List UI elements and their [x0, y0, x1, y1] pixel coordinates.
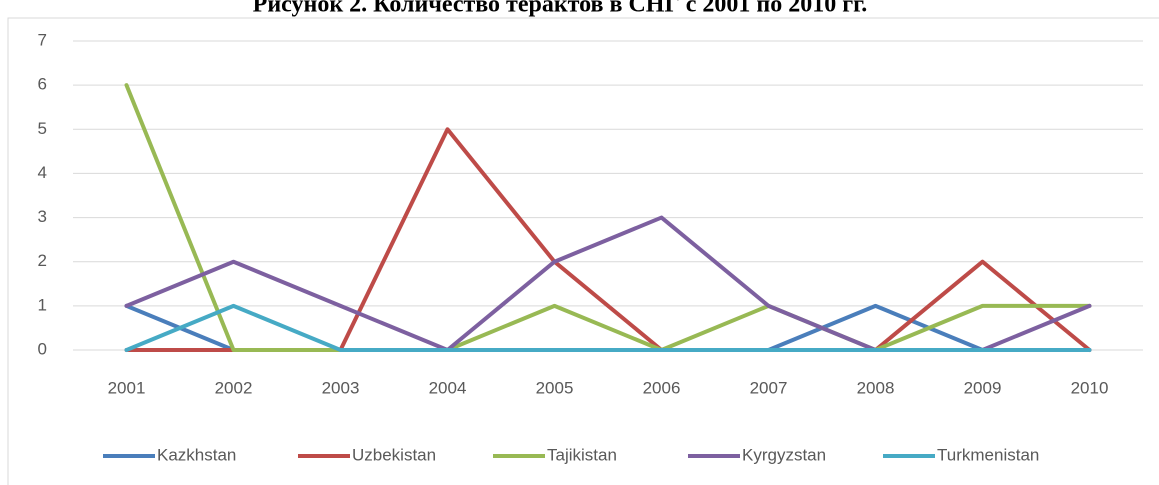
- y-tick-label: 6: [38, 75, 47, 94]
- x-tick-label: 2006: [643, 378, 681, 397]
- legend-label: Turkmenistan: [937, 445, 1039, 464]
- y-tick-label: 0: [38, 339, 47, 358]
- y-tick-label: 1: [38, 295, 47, 314]
- y-tick-label: 7: [38, 30, 47, 49]
- x-tick-label: 2007: [750, 378, 788, 397]
- x-tick-label: 2004: [429, 378, 467, 397]
- x-tick-label: 2009: [964, 378, 1002, 397]
- legend-label: Tajikistan: [547, 445, 617, 464]
- y-tick-label: 5: [38, 119, 47, 138]
- x-tick-label: 2001: [108, 378, 146, 397]
- legend-label: Kyrgyzstan: [742, 445, 826, 464]
- series-line: [124, 83, 1092, 352]
- x-tick-label: 2005: [536, 378, 574, 397]
- x-tick-label: 2002: [215, 378, 253, 397]
- chart-title: Рисунок 2. Количество терактов в СНГ с 2…: [253, 0, 868, 18]
- y-tick-label: 3: [38, 207, 47, 226]
- y-tick-label: 4: [38, 163, 47, 182]
- legend-label: Uzbekistan: [352, 445, 436, 464]
- x-tick-label: 2003: [322, 378, 360, 397]
- legend-label: Kazkhstan: [157, 445, 236, 464]
- series-line: [124, 303, 1092, 352]
- x-tick-label: 2010: [1071, 378, 1109, 397]
- y-tick-label: 2: [38, 251, 47, 270]
- x-tick-label: 2008: [857, 378, 895, 397]
